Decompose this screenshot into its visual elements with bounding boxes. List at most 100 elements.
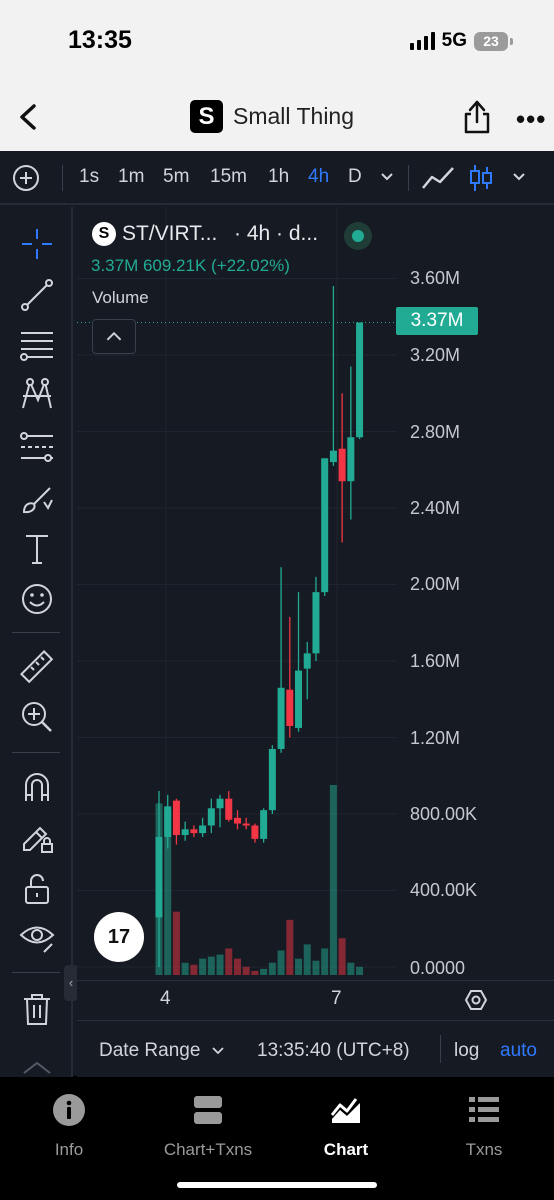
candle-body — [286, 689, 294, 727]
volume-bar — [251, 970, 259, 975]
volume-bar — [338, 938, 346, 975]
log-scale-toggle[interactable]: log — [454, 1040, 480, 1061]
date-range-button[interactable]: Date Range — [99, 1040, 224, 1062]
candle-body — [338, 448, 346, 482]
auto-scale-toggle[interactable]: auto — [500, 1040, 537, 1061]
candle-body — [207, 808, 215, 826]
toolbar-divider — [12, 752, 60, 753]
unlock-icon[interactable] — [18, 870, 56, 908]
line-chart-icon[interactable] — [420, 163, 456, 193]
status-indicators: 5G 23 — [409, 30, 513, 52]
candle-body — [347, 437, 355, 482]
timeframe-1h[interactable]: 1h — [268, 166, 290, 187]
price-axis-label: 1.60M — [410, 651, 461, 671]
candle-body — [233, 817, 241, 824]
eye-icon[interactable] — [18, 918, 56, 956]
ohlc-values: 3.37M 609.21K (+22.02%) — [91, 256, 290, 275]
price-axis-label: 800.00K — [410, 804, 478, 824]
price-axis-label: 3.60M — [410, 268, 461, 288]
volume-bar — [172, 911, 180, 975]
candle-body — [268, 748, 276, 811]
candle-body — [312, 592, 320, 654]
volume-bar — [199, 958, 207, 975]
candle-body — [303, 653, 311, 669]
date-range-label: Date Range — [99, 1040, 201, 1061]
tab-label: Txns — [465, 1140, 503, 1159]
price-axis-label: 2.40M — [410, 498, 461, 518]
chart-icon — [330, 1098, 360, 1123]
time-axis[interactable] — [77, 980, 554, 1020]
candle-body — [155, 836, 163, 918]
candle-body — [225, 798, 233, 820]
time-axis-label: 4 — [160, 988, 171, 1009]
timeframe-1m[interactable]: 1m — [118, 166, 145, 187]
trend-line-icon[interactable] — [18, 276, 56, 314]
candlestick-chart[interactable] — [77, 207, 554, 1017]
text-tool-icon[interactable] — [18, 530, 56, 568]
timeframe-chevron-down-icon[interactable] — [380, 172, 394, 182]
time-axis-label: 7 — [331, 988, 342, 1009]
lock-drawings-icon[interactable] — [18, 818, 56, 856]
price-axis-label: 2.00M — [410, 574, 461, 594]
network-type: 5G — [441, 30, 467, 51]
chart-settings-icon[interactable] — [465, 989, 487, 1011]
brush-icon[interactable] — [18, 480, 56, 518]
candle-body — [356, 322, 364, 438]
timeframe-d[interactable]: D — [348, 166, 362, 187]
volume-bar — [286, 919, 294, 975]
back-icon[interactable] — [14, 98, 44, 138]
timeframe-1s[interactable]: 1s — [79, 166, 100, 187]
chevron-down-icon — [212, 1047, 224, 1055]
candle-body — [251, 825, 259, 839]
timeframe-5m[interactable]: 5m — [163, 166, 190, 187]
chevron-up-icon[interactable] — [20, 1058, 54, 1076]
fib-retracement-icon[interactable] — [18, 326, 56, 364]
pattern-icon[interactable] — [18, 376, 56, 414]
price-axis-label: 1.20M — [410, 728, 461, 748]
toolbar-collapse-handle[interactable]: ‹ — [64, 965, 78, 1001]
candle-body — [321, 458, 329, 593]
volume-legend[interactable]: Volume — [92, 288, 149, 307]
candle-body — [164, 806, 172, 837]
timezone-clock[interactable]: 13:35:40 (UTC+8) — [257, 1040, 410, 1061]
candle-body — [295, 670, 303, 728]
more-options-icon[interactable]: ••• — [516, 104, 547, 134]
symbol-logo: S — [92, 222, 116, 246]
tab-info[interactable]: Info — [9, 1093, 129, 1160]
home-indicator — [177, 1182, 377, 1188]
tab-chart[interactable]: Chart — [286, 1093, 406, 1160]
tradingview-logo[interactable]: 17 — [94, 912, 144, 962]
volume-bar — [207, 956, 215, 975]
candle-body — [172, 800, 180, 836]
timeframe-4h[interactable]: 4h — [308, 166, 330, 187]
tab-chart-txns[interactable]: Chart+Txns — [148, 1093, 268, 1160]
zoom-in-icon[interactable] — [18, 698, 56, 736]
toolbar-divider — [12, 972, 60, 973]
share-icon[interactable] — [462, 98, 492, 136]
battery-icon: 23 — [474, 31, 513, 51]
emoji-icon[interactable] — [18, 580, 56, 618]
add-indicator-icon[interactable] — [12, 164, 40, 192]
timeframe-15m[interactable]: 15m — [210, 166, 247, 187]
collapse-legend-button[interactable] — [92, 319, 136, 354]
symbol-interval[interactable]: · 4h · d... — [234, 222, 319, 245]
page-title-group: S Small Thing — [190, 100, 354, 133]
symbol-name[interactable]: ST/VIRT... — [122, 222, 218, 245]
toolbar-divider — [408, 165, 409, 191]
trash-icon[interactable] — [18, 990, 56, 1028]
volume-bar — [347, 962, 355, 975]
volume-bar — [268, 962, 276, 975]
price-axis-label: 3.20M — [410, 345, 461, 365]
candle-body — [199, 825, 207, 834]
ruler-icon[interactable] — [18, 648, 56, 686]
magnet-icon[interactable] — [18, 768, 56, 806]
volume-bar — [260, 968, 268, 975]
chart-type-chevron-down-icon[interactable] — [512, 172, 526, 182]
forecast-icon[interactable] — [18, 428, 56, 466]
market-status-icon[interactable] — [344, 222, 372, 250]
candlestick-icon[interactable] — [468, 163, 494, 193]
tab-txns[interactable]: Txns — [424, 1093, 544, 1160]
crosshair-icon[interactable] — [18, 225, 56, 263]
bottom-bar-divider — [440, 1035, 441, 1063]
price-axis-label: 0.0000 — [410, 958, 466, 978]
